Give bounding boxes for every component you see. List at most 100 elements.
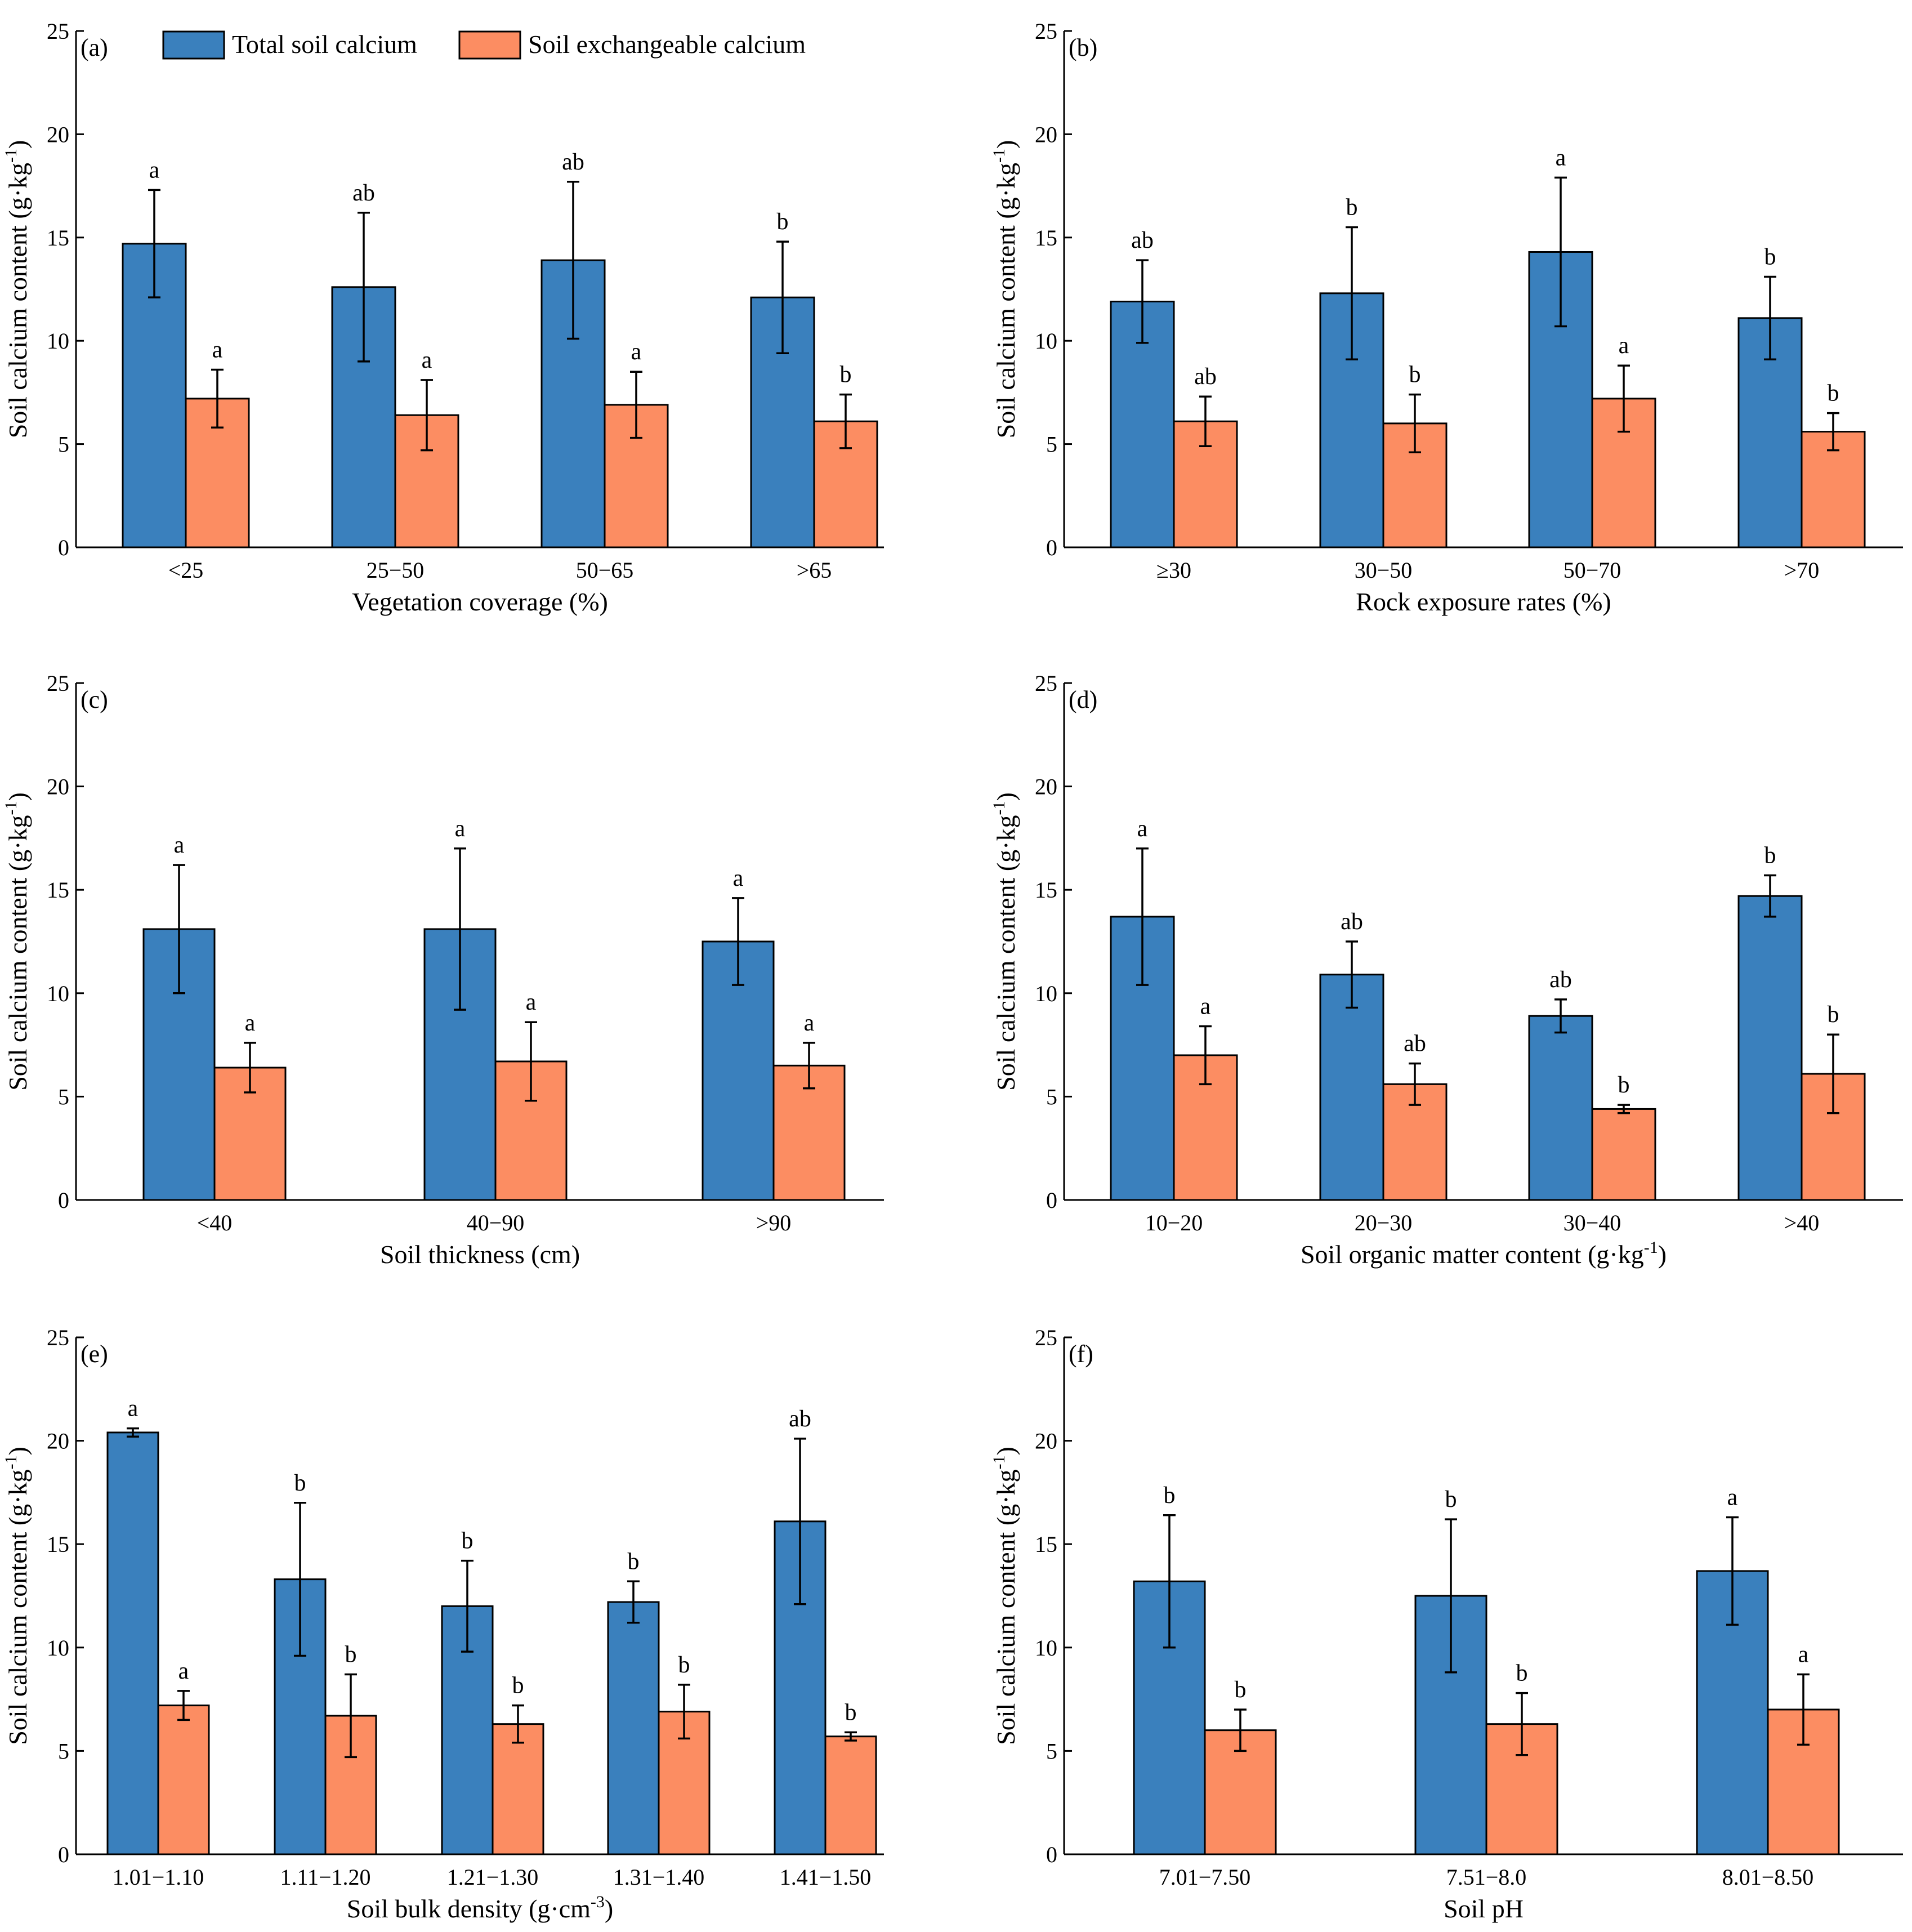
y-tick-label: 5 [58, 432, 69, 457]
chart-panel-a: 0 5 10 15 20 25 (a) <25 a a 25−50 ab a 50−65 ab a >65 b b V… [2, 19, 884, 616]
legend-label-exchangeable: Soil exchangeable calcium [528, 30, 806, 59]
x-tick-label: 7.51−8.0 [1446, 1864, 1527, 1890]
significance-letter: b [1764, 244, 1776, 270]
x-tick-label: 7.01−7.50 [1159, 1864, 1251, 1890]
significance-letter: b [1164, 1483, 1176, 1509]
y-tick-label: 10 [1035, 981, 1057, 1006]
significance-letter: a [178, 1658, 189, 1684]
significance-letter: b [512, 1673, 524, 1699]
y-tick-label: 15 [1035, 1532, 1057, 1557]
y-tick-label: 0 [1046, 535, 1057, 560]
x-tick-label: 50−65 [576, 557, 634, 583]
y-tick-label: 25 [1035, 19, 1057, 44]
x-tick-label: 40−90 [467, 1210, 525, 1235]
significance-letter: ab [1549, 967, 1572, 993]
significance-letter: a [804, 1010, 815, 1036]
significance-letter: a [212, 337, 223, 363]
bar-exchangeable-3 [492, 1723, 544, 1855]
x-tick-label: 50−70 [1563, 557, 1621, 583]
y-tick-label: 0 [58, 535, 69, 560]
legend-label-total: Total soil calcium [232, 30, 417, 59]
y-tick-label: 10 [1035, 328, 1057, 354]
x-tick-label: 1.11−1.20 [280, 1864, 370, 1890]
y-tick-label: 10 [47, 328, 69, 354]
x-tick-label: >40 [1784, 1210, 1820, 1235]
significance-letter: a [422, 347, 432, 373]
y-tick-label: 0 [58, 1188, 69, 1213]
bar-exchangeable-3 [1591, 1108, 1656, 1201]
panel-label: (c) [81, 686, 108, 713]
significance-letter: b [1235, 1677, 1247, 1703]
x-tick-label: >90 [756, 1210, 792, 1235]
legend-swatch-total [162, 30, 225, 60]
significance-letter: a [1200, 994, 1211, 1020]
significance-letter: a [631, 339, 642, 365]
y-axis-label: Soil calcium content (g·kg-1) [990, 792, 1020, 1091]
x-tick-label: 1.21−1.30 [447, 1864, 539, 1890]
y-tick-label: 15 [1035, 225, 1057, 251]
x-tick-label: <25 [168, 557, 204, 583]
x-tick-label: 20−30 [1355, 1210, 1413, 1235]
y-tick-label: 20 [1035, 774, 1057, 800]
significance-letter: b [345, 1642, 357, 1668]
y-tick-label: 5 [1046, 1738, 1057, 1764]
y-tick-label: 10 [47, 1635, 69, 1661]
significance-letter: ab [562, 149, 584, 175]
y-tick-label: 0 [1046, 1188, 1057, 1213]
y-axis-label: Soil calcium content (g·kg-1) [2, 140, 32, 439]
bar-total-3 [702, 940, 775, 1201]
x-axis-label: Soil organic matter content (g·kg-1) [1301, 1238, 1667, 1269]
legend-swatch-exchangeable [458, 30, 521, 60]
y-tick-label: 25 [1035, 671, 1057, 696]
y-tick-label: 15 [47, 225, 69, 251]
significance-letter: b [777, 209, 789, 235]
x-tick-label: >70 [1784, 557, 1820, 583]
bar-exchangeable-1 [1173, 1054, 1238, 1201]
x-axis-label: Soil bulk density (g·cm-3) [347, 1893, 613, 1923]
y-tick-label: 5 [58, 1738, 69, 1764]
significance-letter: ab [1404, 1031, 1426, 1057]
y-tick-label: 10 [1035, 1635, 1057, 1661]
x-axis-label: Rock exposure rates (%) [1356, 587, 1611, 616]
y-tick-label: 5 [58, 1084, 69, 1109]
y-tick-label: 25 [47, 19, 69, 44]
significance-letter: b [462, 1528, 473, 1554]
x-tick-label: 30−50 [1355, 557, 1413, 583]
significance-letter: a [1798, 1642, 1809, 1668]
panel-label: (f) [1069, 1340, 1093, 1368]
significance-letter: a [1619, 333, 1629, 359]
bar-exchangeable-1 [157, 1705, 210, 1855]
significance-letter: b [1445, 1487, 1457, 1512]
y-tick-label: 20 [1035, 1429, 1057, 1454]
y-tick-label: 25 [47, 1325, 69, 1350]
x-tick-label: 25−50 [367, 557, 425, 583]
significance-letter: b [628, 1549, 640, 1574]
bar-total-3 [441, 1605, 494, 1855]
significance-letter: b [1618, 1072, 1630, 1098]
significance-letter: b [840, 362, 852, 388]
x-tick-label: >65 [797, 557, 832, 583]
significance-letter: b [1409, 362, 1421, 388]
y-tick-label: 20 [1035, 122, 1057, 147]
y-axis-label: Soil calcium content (g·kg-1) [2, 1447, 32, 1745]
x-tick-label: 1.01−1.10 [113, 1864, 204, 1890]
x-tick-label: 1.41−1.50 [780, 1864, 872, 1890]
y-tick-label: 20 [47, 774, 69, 800]
panel-label: (a) [81, 34, 108, 61]
y-axis-label: Soil calcium content (g·kg-1) [990, 1447, 1020, 1745]
significance-letter: a [149, 157, 160, 183]
panel-label: (b) [1069, 34, 1097, 61]
significance-letter: a [1556, 145, 1566, 171]
significance-letter: b [294, 1470, 306, 1496]
y-tick-label: 15 [47, 1532, 69, 1557]
significance-letter: b [1764, 842, 1776, 868]
y-tick-label: 15 [1035, 877, 1057, 903]
panel-label: (e) [81, 1340, 108, 1368]
x-tick-label: 30−40 [1563, 1210, 1621, 1235]
y-tick-label: 10 [47, 981, 69, 1006]
y-axis-label: Soil calcium content (g·kg-1) [2, 792, 32, 1091]
bar-total-1 [106, 1431, 159, 1855]
significance-letter: b [845, 1699, 857, 1725]
y-tick-label: 5 [1046, 432, 1057, 457]
